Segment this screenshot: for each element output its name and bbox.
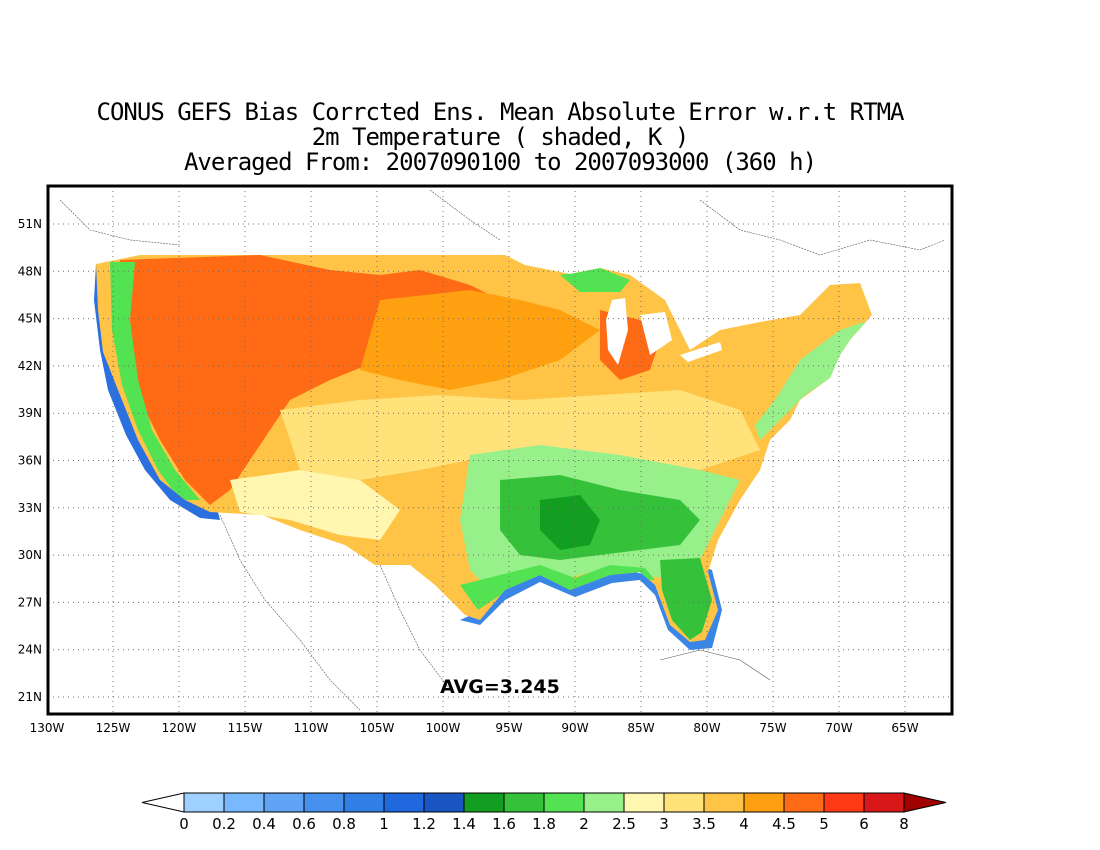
colorbar-segment [623, 792, 665, 813]
colorbar-level-label: 0.8 [332, 815, 356, 833]
colorbar-level-label: 5 [819, 815, 829, 833]
title-line-3: Averaged From: 2007090100 to 2007093000 … [183, 148, 817, 176]
lat-tick-label: 24N [18, 643, 42, 657]
colorbar-segment [863, 792, 905, 813]
colorbar-level-label: 4.5 [772, 815, 796, 833]
lon-tick-label: 110W [294, 721, 329, 735]
map-grid [48, 186, 952, 714]
average-label: AVG=3.245 [440, 676, 560, 698]
lon-tick-label: 80W [693, 721, 720, 735]
lat-tick-label: 42N [18, 359, 42, 373]
colorbar-segment [343, 792, 385, 813]
central-yellow-band [280, 390, 760, 480]
lon-tick-label: 120W [162, 721, 197, 735]
southwest-yellow [230, 470, 400, 540]
cuba-outline [659, 649, 771, 681]
colorbar-level-label: 2 [579, 815, 589, 833]
colorbar-segment [303, 792, 345, 813]
upper-michigan-green [560, 268, 630, 292]
colorbar-level-label: 0 [179, 815, 189, 833]
colorbar-level-label: 2.5 [612, 815, 636, 833]
colorbar-segment [823, 792, 865, 813]
lake-erie [680, 342, 722, 362]
colorbar-level-label: 8 [899, 815, 909, 833]
lat-tick-label: 30N [18, 548, 42, 562]
lon-tick-label: 90W [561, 721, 588, 735]
lon-tick-label: 65W [891, 721, 918, 735]
lon-tick-label: 75W [759, 721, 786, 735]
lon-tick-label: 95W [495, 721, 522, 735]
florida-green [660, 558, 712, 640]
map-frame [46, 184, 954, 716]
mexico-outline [219, 514, 451, 711]
lat-tick-label: 51N [18, 217, 42, 231]
lat-tick-label: 21N [18, 690, 42, 704]
colorbar-segment [783, 792, 825, 813]
colorbar-segment [463, 792, 505, 813]
lat-tick-label: 45N [18, 312, 42, 326]
longitude-labels: 130W 125W 120W 115W 110W 105W 100W 95W 90W 85W 80W… [30, 721, 919, 735]
colorbar-level-label: 3.5 [692, 815, 716, 833]
colorbar-segment [663, 792, 705, 813]
colorbar-level-label: 6 [859, 815, 869, 833]
pacific-coast-green [110, 262, 200, 500]
lat-tick-label: 36N [18, 454, 42, 468]
latitude-labels: 51N 48N 45N 42N 39N 36N 33N 30N 27N 24N 21N [18, 217, 42, 704]
lat-tick-label: 39N [18, 406, 42, 420]
lat-tick-label: 27N [18, 595, 42, 609]
colorbar-segment [503, 792, 545, 813]
colorbar-segment [543, 792, 585, 813]
colorbar-segment [583, 792, 625, 813]
northern-plains-orange [360, 290, 600, 390]
colorbar-level-label: 1.2 [412, 815, 436, 833]
colorbar-segment [183, 792, 225, 813]
lake-michigan [606, 298, 628, 365]
lon-tick-label: 70W [825, 721, 852, 735]
lat-tick-label: 48N [18, 264, 42, 278]
lake-huron [640, 312, 672, 355]
colorbar-level-label: 4 [739, 815, 749, 833]
colorbar-segment [383, 792, 425, 813]
canada-outline [59, 189, 946, 256]
lon-tick-label: 85W [627, 721, 654, 735]
colorbar-under-arrow [141, 792, 185, 813]
colorbar-level-label: 0.4 [252, 815, 276, 833]
lon-tick-label: 130W [30, 721, 65, 735]
lat-tick-label: 33N [18, 501, 42, 515]
colorbar-segment [743, 792, 785, 813]
colorbar-level-label: 0.2 [212, 815, 236, 833]
colorbar-level-label: 1.4 [452, 815, 476, 833]
mississippi-deep-green [540, 495, 600, 550]
title-line-2: 2m Temperature ( shaded, K ) [311, 123, 690, 151]
colorbar-level-label: 3 [659, 815, 669, 833]
lon-tick-label: 115W [228, 721, 263, 735]
colorbar-level-label: 1 [379, 815, 389, 833]
lon-tick-label: 125W [96, 721, 131, 735]
lon-tick-label: 105W [360, 721, 395, 735]
colorbar-segment [263, 792, 305, 813]
colorbar-level-label: 0.6 [292, 815, 316, 833]
colorbar-segment [703, 792, 745, 813]
colorbar: 0 0.2 0.4 0.6 0.8 1 1.2 1.4 1.6 1.8 2 2.5 3 3.5 4 4.5 5 6… [141, 792, 947, 833]
east-coast-green [755, 320, 870, 440]
colorbar-over-arrow [903, 792, 947, 813]
colorbar-segment [423, 792, 465, 813]
map-title: CONUS GEFS Bias Corrcted Ens. Mean Absol… [0, 100, 1000, 175]
colorbar-level-label: 1.6 [492, 815, 516, 833]
title-line-1: CONUS GEFS Bias Corrcted Ens. Mean Absol… [96, 98, 905, 126]
colorbar-segment [223, 792, 265, 813]
lon-tick-label: 100W [426, 721, 461, 735]
colorbar-level-label: 1.8 [532, 815, 556, 833]
